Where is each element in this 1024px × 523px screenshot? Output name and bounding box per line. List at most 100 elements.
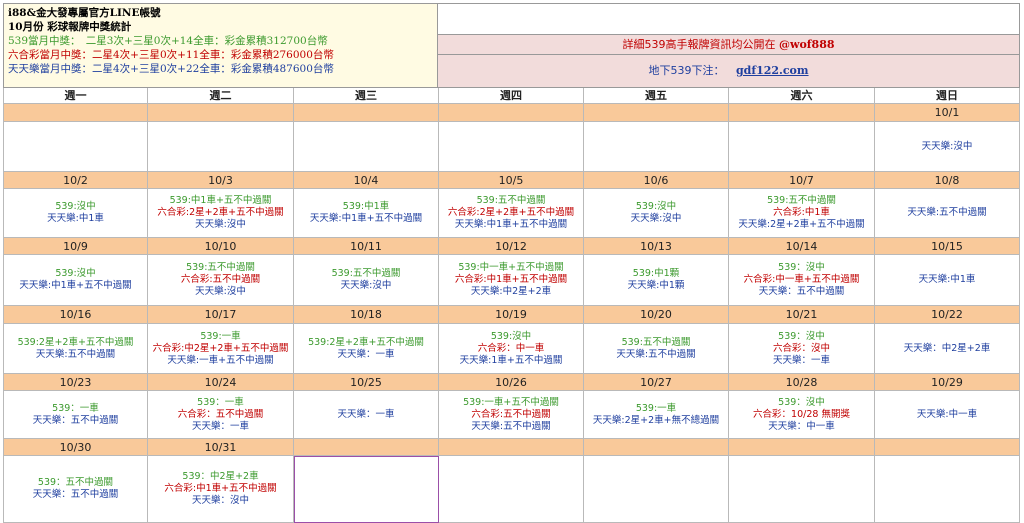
date-cell (584, 104, 729, 122)
result-line: 539：中2星+2車 (182, 471, 259, 482)
notice-text: 詳細539高手報牌資訊均公開在 (622, 38, 776, 51)
result-line: 天天樂：五不中過關 (32, 489, 119, 500)
result-line: 天天樂：五不中過關 (32, 414, 119, 426)
day-cell: 天天樂:中一車 (875, 391, 1020, 439)
day-cell (729, 456, 875, 523)
result-line: 六合彩:中2星+2車+五不中過關 (152, 342, 289, 354)
date-cell (439, 439, 584, 456)
result-line: 六合彩:五不中過關 (471, 408, 551, 420)
date-cell: 10/7 (729, 172, 875, 189)
result-line: 六合彩:中一車+五不中過關 (743, 274, 860, 285)
weekday-header: 週四 (439, 88, 584, 104)
day-cell: 539:沒中 天天樂:中1車+五不中過關 (3, 255, 148, 306)
weekday-header: 週三 (294, 88, 439, 104)
weekday-header: 週二 (148, 88, 294, 104)
result-line: 天天樂:中1車+五不中過關 (454, 219, 568, 230)
result-line: 天天樂:五不中過關 (907, 207, 987, 218)
day-cell: 539:一車+五不中過關 六合彩:五不中過關 天天樂:五不中過關 (439, 391, 584, 439)
result-line: 天天樂:中2星+2車 (470, 286, 552, 297)
day-cell: 539:中1車+五不中過關 六合彩:2星+2車+五不中過關 天天樂:沒中 (148, 189, 294, 238)
result-line: 天天樂:沒中 (195, 219, 246, 230)
day-cell: 539:五不中過關 六合彩:2星+2車+五不中過關 天天樂:中1車+五不中過關 (439, 189, 584, 238)
result-line: 天天樂:中1車 (918, 274, 976, 285)
result-line: 六合彩：五不中過關 (177, 408, 264, 420)
date-cell: 10/23 (3, 374, 148, 391)
result-line: 539：五不中過關 (37, 477, 114, 488)
day-cell (584, 456, 729, 523)
result-line: 539:沒中 (635, 201, 677, 212)
day-cell (3, 122, 148, 172)
weekday-header: 週一 (3, 88, 148, 104)
stats-box: i88&金大發專屬官方LINE帳號 10月份 彩球報牌中獎統計 539當月中獎：… (3, 3, 438, 88)
date-cell: 10/1 (875, 104, 1020, 122)
result-line: 天天樂:五不中過關 (471, 420, 551, 432)
stat-line: 539當月中獎： 二星3次+三星0次+14全車：彩金累積312700台幣 (8, 35, 328, 47)
day-cell: 天天樂：一車 (294, 391, 439, 439)
result-line: 天天樂：中一車 (768, 420, 835, 432)
result-line: 539:中1車+五不中過關 (169, 195, 272, 206)
result-line: 天天樂：五不中過關 (758, 286, 845, 297)
date-cell: 10/8 (875, 172, 1020, 189)
result-line: 天天樂:中1顆 (627, 280, 685, 291)
result-line: 六合彩:中1車 (773, 207, 830, 218)
day-cell: 539:五不中過關 天天樂:五不中過關 (584, 324, 729, 374)
date-cell: 10/20 (584, 306, 729, 324)
day-cell: 539:五不中過關 六合彩:中1車 天天樂:2星+2車+五不中過關 (729, 189, 875, 238)
notice-handle: @wof888 (779, 38, 835, 51)
date-cell: 10/9 (3, 238, 148, 255)
result-line: 539:沒中 (55, 201, 96, 212)
weekday-header: 週日 (875, 88, 1020, 104)
day-cell (148, 122, 294, 172)
result-line: 六合彩:中1車+五不中過關 (454, 274, 568, 285)
date-cell: 10/10 (148, 238, 294, 255)
result-line: 六合彩：10/28 無開獎 (753, 408, 850, 420)
day-cell: 539:2星+2車+五不中過關 天天樂：一車 (294, 324, 439, 374)
link-label: 地下539下注： (648, 64, 725, 77)
date-cell: 10/26 (439, 374, 584, 391)
notice-row: 詳細539高手報牌資訊均公開在 @wof888 (438, 35, 1020, 55)
result-line: 天天樂:2星+2車+無不總過關 (592, 414, 720, 426)
result-line: 539:一車 (635, 402, 677, 414)
day-cell: 539:中1車 天天樂:中1車+五不中過關 (294, 189, 439, 238)
date-cell: 10/21 (729, 306, 875, 324)
date-cell: 10/30 (3, 439, 148, 456)
result-line: 539:五不中過關 (331, 268, 401, 279)
result-line: 539:中一車+五不中過關 (458, 262, 564, 273)
result-line: 天天樂：一車 (337, 408, 395, 420)
result-line: 539:中1顆 (632, 268, 680, 279)
date-cell: 10/12 (439, 238, 584, 255)
subtitle: 10月份 彩球報牌中獎統計 (8, 21, 132, 33)
date-cell: 10/3 (148, 172, 294, 189)
result-line: 天天樂：沒中 (191, 495, 249, 506)
result-line: 539:五不中過關 (621, 336, 691, 348)
result-line: 天天樂:五不中過關 (35, 348, 116, 360)
result-line: 六合彩:中1車+五不中過關 (164, 483, 277, 494)
date-cell: 10/14 (729, 238, 875, 255)
result-line: 六合彩：中一車 (477, 342, 545, 354)
date-cell (584, 439, 729, 456)
day-cell: 539:沒中 六合彩：中一車 天天樂:1車+五不中過關 (439, 324, 584, 374)
date-cell: 10/27 (584, 374, 729, 391)
day-cell (584, 122, 729, 172)
link[interactable]: gdf122.com (735, 64, 809, 77)
calendar-page: i88&金大發專屬官方LINE帳號 10月份 彩球報牌中獎統計 539當月中獎：… (3, 3, 1020, 523)
result-line: 天天樂:中一車 (916, 408, 978, 420)
day-cell: 539：一車 天天樂：五不中過關 (3, 391, 148, 439)
day-cell (439, 122, 584, 172)
result-line: 天天樂:中1車+五不中過關 (309, 213, 423, 224)
day-cell: 539:中一車+五不中過關 六合彩:中1車+五不中過關 天天樂:中2星+2車 (439, 255, 584, 306)
day-cell: 539:中1顆 天天樂:中1顆 (584, 255, 729, 306)
date-cell: 10/4 (294, 172, 439, 189)
date-cell: 10/5 (439, 172, 584, 189)
result-line: 539:一車+五不中過關 (463, 396, 559, 408)
result-line: 天天樂:沒中 (195, 286, 246, 297)
date-cell: 10/25 (294, 374, 439, 391)
result-line: 六合彩：沒中 (772, 342, 830, 354)
result-line: 天天樂:2星+2車+五不中過關 (738, 219, 865, 230)
day-cell: 天天樂：中2星+2車 (875, 324, 1020, 374)
date-cell (729, 439, 875, 456)
result-line: 539：沒中 (778, 262, 825, 273)
blank-row (438, 3, 1020, 35)
link-row: 地下539下注： gdf122.com (438, 55, 1020, 88)
day-cell: 天天樂:五不中過關 (875, 189, 1020, 238)
